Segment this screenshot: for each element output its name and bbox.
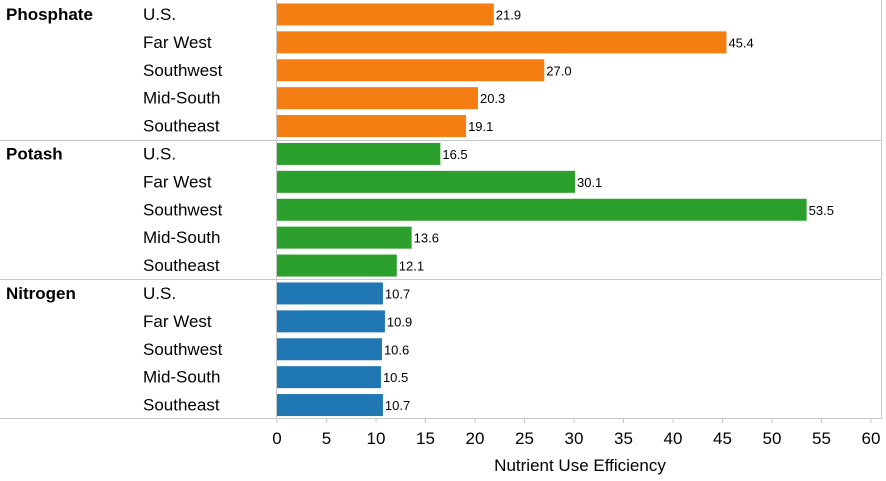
region-label: U.S. — [143, 145, 176, 164]
bar — [277, 226, 412, 249]
bar — [277, 31, 727, 54]
bar-value-label: 21.9 — [496, 7, 521, 22]
region-label: Far West — [143, 33, 212, 52]
region-label: Far West — [143, 172, 212, 191]
bar-value-label: 27.0 — [546, 63, 571, 78]
bar — [277, 3, 494, 26]
bar-value-label: 10.6 — [384, 342, 409, 357]
bar-value-label: 10.7 — [385, 398, 410, 413]
region-label: Mid-South — [143, 228, 220, 247]
x-tick-label: 25 — [515, 429, 534, 448]
labels: Phosphate U.S. 21.9 Far West 45.4 Southwest 27… — [6, 5, 834, 415]
region-label: Southeast — [143, 117, 220, 136]
bar-value-label: 10.7 — [385, 286, 410, 301]
region-label: U.S. — [143, 284, 176, 303]
chart-frame — [0, 0, 882, 419]
x-axis: 0 5 10 15 20 25 30 35 40 45 50 55 60 — [272, 418, 880, 448]
bar — [277, 170, 575, 193]
bar — [277, 87, 478, 110]
bar-value-label: 10.9 — [387, 314, 412, 329]
bar — [277, 198, 807, 221]
region-label: Far West — [143, 312, 212, 331]
group-label: Nitrogen — [6, 284, 76, 303]
x-tick-label: 50 — [763, 429, 782, 448]
bar-value-label: 20.3 — [480, 91, 505, 106]
x-tick-label: 45 — [713, 429, 732, 448]
bars — [277, 3, 807, 417]
bar — [277, 338, 382, 361]
region-label: Southwest — [143, 61, 223, 80]
x-tick-label: 20 — [466, 429, 485, 448]
bar — [277, 282, 383, 305]
x-tick-label: 40 — [664, 429, 683, 448]
bar-value-label: 12.1 — [399, 259, 424, 274]
x-tick-label: 5 — [322, 429, 331, 448]
region-label: U.S. — [143, 5, 176, 24]
x-tick-label: 60 — [862, 429, 881, 448]
bar-value-label: 45.4 — [728, 35, 753, 50]
bar-value-label: 19.1 — [468, 119, 493, 134]
bar-value-label: 16.5 — [442, 147, 467, 162]
bar — [277, 366, 381, 389]
group-label: Potash — [6, 145, 63, 164]
region-label: Southwest — [143, 200, 223, 219]
bar — [277, 59, 545, 82]
x-tick-label: 30 — [565, 429, 584, 448]
region-label: Southwest — [143, 340, 223, 359]
x-tick-label: 0 — [272, 429, 281, 448]
x-tick-label: 10 — [367, 429, 386, 448]
bar — [277, 115, 467, 138]
x-tick-label: 35 — [614, 429, 633, 448]
region-label: Southeast — [143, 256, 220, 275]
group-label: Phosphate — [6, 5, 93, 24]
bar-value-label: 10.5 — [383, 370, 408, 385]
x-axis-label: Nutrient Use Efficiency — [494, 456, 666, 475]
region-label: Mid-South — [143, 368, 220, 387]
region-label: Mid-South — [143, 89, 220, 108]
bar-value-label: 30.1 — [577, 175, 602, 190]
bar — [277, 394, 383, 417]
bar-value-label: 53.5 — [809, 203, 834, 218]
bar-value-label: 13.6 — [414, 231, 439, 246]
x-tick-label: 15 — [416, 429, 435, 448]
bar — [277, 310, 385, 333]
bar — [277, 254, 397, 277]
x-tick-label: 55 — [812, 429, 831, 448]
region-label: Southeast — [143, 396, 220, 415]
bar — [277, 142, 441, 165]
